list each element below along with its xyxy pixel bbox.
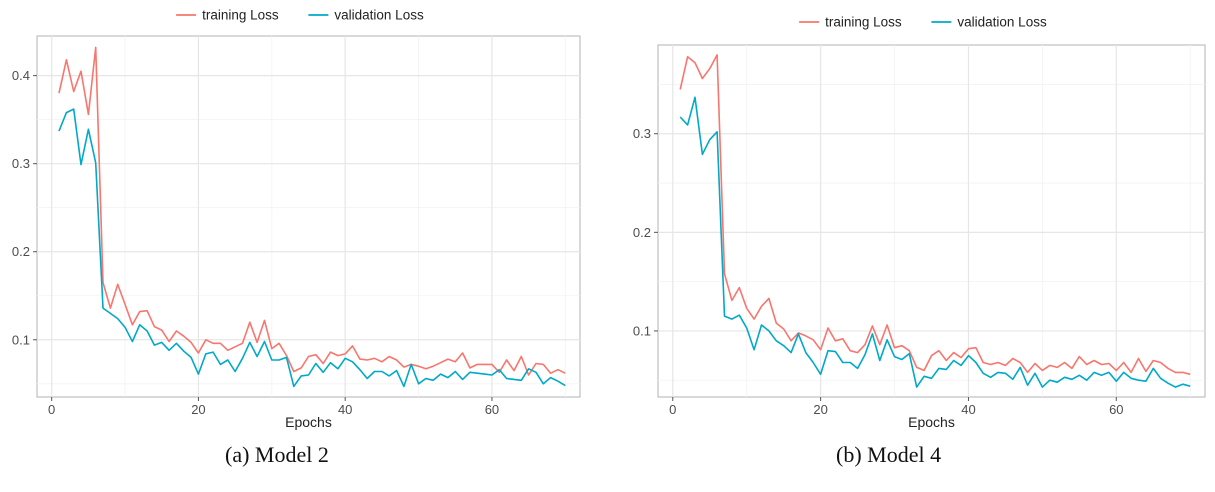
- x-axis-label: Epochs: [285, 414, 332, 430]
- y-tick-label: 0.1: [12, 332, 30, 347]
- x-tick-label: 20: [813, 402, 827, 417]
- legend-label-validation: validation Loss: [334, 8, 424, 23]
- x-tick-label: 60: [485, 402, 499, 417]
- plot-panel: [657, 44, 1206, 398]
- x-tick-label: 0: [48, 402, 55, 417]
- x-axis-label: Epochs: [908, 414, 955, 430]
- y-tick-label: 0.3: [12, 156, 30, 171]
- series-line-training-loss: [679, 54, 1191, 376]
- y-tick-label: 0.3: [633, 126, 651, 141]
- series-line-validation-loss: [58, 108, 566, 388]
- caption-model-2: (a) Model 2: [225, 442, 329, 467]
- loss-chart-model-2: 0 20 40 60 0.1 0.2 0.3 0.4 Epochs training Loss va…: [12, 8, 581, 430]
- x-tick-label: 0: [669, 402, 676, 417]
- y-tick-label: 0.1: [633, 323, 651, 338]
- y-tick-label: 0.2: [633, 225, 651, 240]
- legend: training Loss validation Loss: [176, 8, 424, 23]
- x-tick-label: 20: [191, 402, 205, 417]
- legend-label-training: training Loss: [202, 8, 279, 23]
- y-tick-label: 0.2: [12, 244, 30, 259]
- y-tick-label: 0.4: [12, 68, 30, 83]
- caption-model-4: (b) Model 4: [836, 442, 942, 467]
- x-tick-label: 60: [1109, 402, 1123, 417]
- series-line-training-loss: [58, 46, 566, 376]
- legend: training Loss validation Loss: [799, 15, 1047, 30]
- loss-chart-model-4: 0 20 40 60 0.1 0.2 0.3 Epochs training Loss valid…: [633, 15, 1206, 430]
- legend-label-validation: validation Loss: [957, 15, 1047, 30]
- series-line-validation-loss: [679, 96, 1191, 388]
- x-tick-label: 40: [961, 402, 975, 417]
- plot-panel: [36, 35, 581, 398]
- legend-label-training: training Loss: [825, 15, 902, 30]
- x-tick-label: 40: [338, 402, 352, 417]
